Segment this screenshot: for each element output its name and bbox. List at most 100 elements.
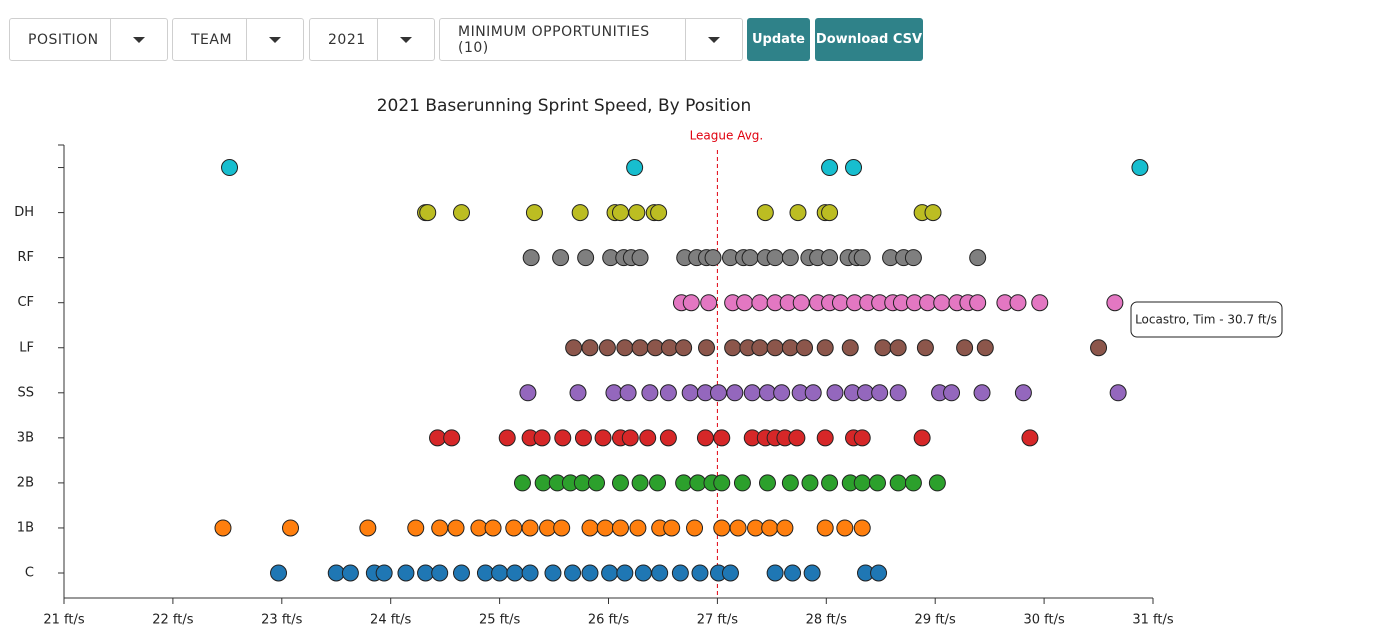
y-tick-label: SS: [17, 385, 34, 400]
reference-label: League Avg.: [690, 129, 764, 143]
dot: [431, 519, 449, 537]
y-tick-label: RF: [17, 250, 34, 265]
dot: [649, 474, 667, 492]
dot: [766, 249, 784, 267]
dot: [973, 384, 991, 402]
dot: [634, 564, 652, 582]
dot: [616, 339, 634, 357]
dot: [577, 249, 595, 267]
dot: [709, 384, 727, 402]
download-button[interactable]: Download CSV: [815, 18, 923, 61]
dot: [871, 384, 889, 402]
y-tick-label: LF: [19, 340, 34, 355]
dot: [845, 159, 863, 177]
dot: [569, 384, 587, 402]
y-tick-label: 2B: [17, 475, 34, 490]
dot: [521, 519, 539, 537]
dot: [804, 384, 822, 402]
min-opportunities-dropdown[interactable]: MINIMUM OPPORTUNITIES (10): [439, 18, 743, 61]
dot: [743, 384, 761, 402]
dot: [628, 204, 646, 222]
dot: [913, 429, 931, 447]
dot: [789, 204, 807, 222]
update-button[interactable]: Update: [747, 18, 810, 61]
dot: [904, 474, 922, 492]
dot: [505, 519, 523, 537]
dot: [452, 564, 470, 582]
dot: [781, 249, 799, 267]
x-tick-label: 22 ft/s: [152, 613, 193, 628]
dot: [761, 519, 779, 537]
dot: [841, 339, 859, 357]
dot: [327, 564, 345, 582]
dot: [553, 519, 571, 537]
dot: [758, 474, 776, 492]
dot: [889, 339, 907, 357]
dot: [359, 519, 377, 537]
dot: [836, 519, 854, 537]
x-tick-label: 23 ft/s: [261, 613, 302, 628]
dot: [443, 429, 461, 447]
x-tick-label: 29 ft/s: [915, 613, 956, 628]
caret: [377, 19, 434, 60]
position-dropdown[interactable]: POSITION: [9, 18, 168, 61]
dot: [214, 519, 232, 537]
x-tick-label: 31 ft/s: [1132, 613, 1173, 628]
dot: [611, 204, 629, 222]
dot: [484, 519, 502, 537]
dot: [1021, 429, 1039, 447]
dot: [476, 564, 494, 582]
dot: [724, 339, 742, 357]
dot: [470, 519, 488, 537]
dot: [801, 474, 819, 492]
dot: [816, 339, 834, 357]
dot: [826, 384, 844, 402]
dot: [539, 519, 557, 537]
dot: [533, 429, 551, 447]
y-tick-label: CF: [17, 295, 34, 310]
dot: [375, 564, 393, 582]
dot: [651, 564, 669, 582]
dot: [1106, 294, 1124, 312]
dot: [581, 339, 599, 357]
dot: [904, 249, 922, 267]
dot: [691, 564, 709, 582]
dot: [650, 204, 668, 222]
dot: [816, 429, 834, 447]
dot: [447, 519, 465, 537]
dot: [713, 519, 731, 537]
dot: [663, 519, 681, 537]
dot: [429, 429, 447, 447]
dot: [675, 339, 693, 357]
dot: [573, 474, 591, 492]
dot: [713, 474, 731, 492]
dot: [626, 159, 644, 177]
tooltip-box: [1130, 301, 1283, 338]
dot: [956, 339, 974, 357]
dot: [534, 474, 552, 492]
dot: [639, 429, 657, 447]
dot: [621, 429, 639, 447]
dot: [565, 339, 583, 357]
dot: [341, 564, 359, 582]
dot: [698, 339, 716, 357]
dot: [784, 564, 802, 582]
dot: [397, 564, 415, 582]
dot: [452, 204, 470, 222]
dot: [588, 474, 606, 492]
dot: [713, 429, 731, 447]
year-dropdown[interactable]: 2021: [309, 18, 435, 61]
dot: [631, 249, 649, 267]
dot: [857, 384, 875, 402]
dot: [631, 339, 649, 357]
x-tick-label: 26 ft/s: [588, 613, 629, 628]
dot: [554, 429, 572, 447]
dot: [773, 384, 791, 402]
dropdown-label: POSITION: [28, 31, 99, 48]
dot: [976, 339, 994, 357]
dot: [681, 384, 699, 402]
dropdown-label: TEAM: [191, 31, 233, 48]
dot: [641, 384, 659, 402]
team-dropdown[interactable]: TEAM: [172, 18, 304, 61]
dot: [821, 159, 839, 177]
